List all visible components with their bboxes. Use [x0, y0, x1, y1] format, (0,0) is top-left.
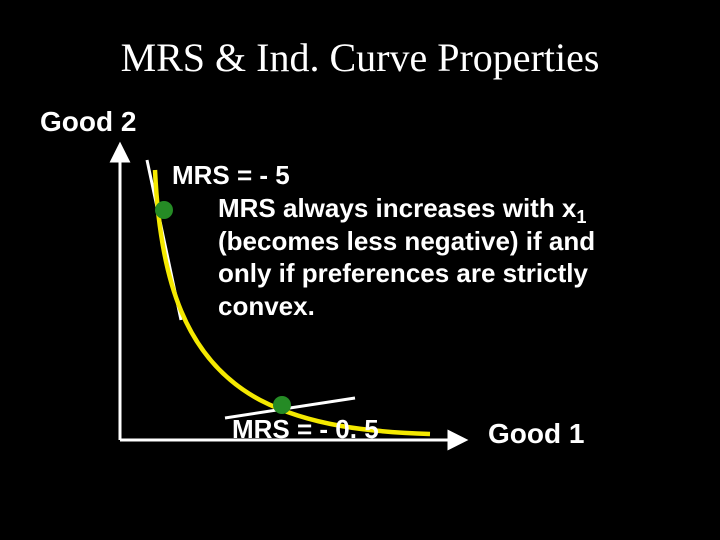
upper-point [155, 201, 173, 219]
body-line2: (becomes less negative) if and [218, 226, 595, 256]
axis-label-y: Good 2 [40, 106, 136, 138]
body-text: MRS always increases with x1 (becomes le… [218, 192, 688, 322]
body-line3: only if preferences are strictly [218, 258, 588, 288]
body-line4: convex. [218, 291, 315, 321]
annotation-mrs-bottom: MRS = - 0. 5 [232, 414, 379, 445]
axis-label-x: Good 1 [488, 418, 584, 450]
body-line1-pre: MRS always increases with x [218, 193, 576, 223]
body-line1-sub: 1 [576, 207, 586, 227]
lower-point [273, 396, 291, 414]
annotation-mrs-top: MRS = - 5 [172, 160, 290, 191]
